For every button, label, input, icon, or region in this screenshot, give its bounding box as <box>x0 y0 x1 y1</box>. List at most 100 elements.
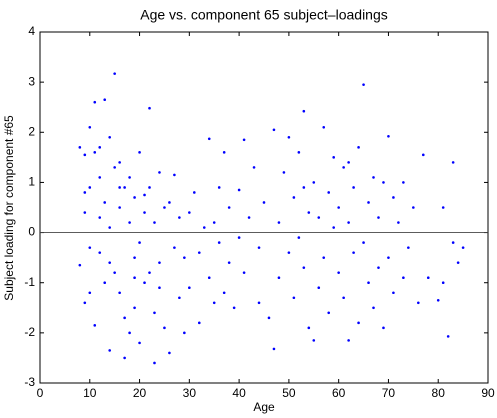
point <box>183 331 186 335</box>
point <box>217 241 221 244</box>
x-tick-label: 40 <box>232 386 246 400</box>
point <box>377 266 380 269</box>
point <box>148 271 151 274</box>
point <box>143 211 146 214</box>
point <box>347 221 350 224</box>
x-tick-label: 90 <box>481 386 495 400</box>
point <box>78 263 82 267</box>
x-tick-label: 70 <box>382 386 396 400</box>
point <box>133 306 136 310</box>
point <box>312 339 316 342</box>
point <box>158 261 161 264</box>
point <box>332 226 335 229</box>
point <box>292 196 296 199</box>
point <box>451 161 455 164</box>
point <box>118 291 121 295</box>
point <box>367 281 370 285</box>
point <box>402 276 405 280</box>
point <box>138 341 141 345</box>
point <box>267 316 271 320</box>
point <box>123 186 126 189</box>
point <box>347 161 350 164</box>
point <box>113 271 116 274</box>
point <box>322 125 326 129</box>
point <box>128 176 131 179</box>
point <box>227 206 231 209</box>
y-tick-label: -3 <box>24 375 35 389</box>
point <box>461 246 465 249</box>
point <box>362 241 365 244</box>
point <box>153 311 156 315</box>
point <box>108 136 111 139</box>
point <box>277 221 281 224</box>
point <box>93 151 97 154</box>
point <box>412 206 415 209</box>
y-tick-label: -2 <box>24 325 35 339</box>
point <box>173 173 176 177</box>
point <box>387 256 390 259</box>
point <box>133 196 136 199</box>
point <box>153 221 156 224</box>
x-tick-label: 80 <box>432 386 446 400</box>
x-tick-label: 0 <box>37 386 44 400</box>
point <box>397 221 400 224</box>
point <box>352 186 355 189</box>
point <box>207 137 211 141</box>
point <box>143 193 146 197</box>
point <box>133 256 136 259</box>
point <box>307 211 311 214</box>
y-tick-label: 3 <box>28 74 35 88</box>
point <box>242 271 246 274</box>
point <box>392 196 395 199</box>
point <box>78 146 82 149</box>
point <box>178 216 181 219</box>
point <box>212 301 216 305</box>
point <box>207 276 211 280</box>
point <box>332 156 335 159</box>
point <box>242 138 246 142</box>
point <box>88 186 92 189</box>
point <box>237 188 241 192</box>
point <box>357 321 360 325</box>
x-tick-label: 60 <box>332 386 346 400</box>
point <box>143 281 146 285</box>
chart-title: Age vs. component 65 subject–loadings <box>140 7 388 23</box>
point <box>247 216 251 219</box>
point <box>232 306 236 310</box>
point <box>222 291 226 295</box>
point <box>317 286 321 290</box>
point <box>217 186 221 189</box>
point <box>257 246 261 249</box>
x-tick-label: 50 <box>282 386 296 400</box>
point <box>93 100 97 104</box>
point <box>197 251 201 254</box>
point <box>402 181 405 184</box>
x-axis-label: Age <box>253 400 275 414</box>
point <box>148 186 151 189</box>
point <box>222 151 226 154</box>
point <box>168 351 171 355</box>
point <box>272 347 276 351</box>
point <box>83 191 87 194</box>
point <box>148 106 151 110</box>
point <box>188 286 191 290</box>
point <box>426 276 430 280</box>
point <box>436 298 440 302</box>
point <box>108 261 111 264</box>
point <box>392 291 395 295</box>
point <box>347 339 350 342</box>
point <box>183 256 186 259</box>
point <box>297 236 301 239</box>
point <box>342 296 345 300</box>
point <box>287 136 291 139</box>
point <box>451 241 455 244</box>
y-tick-label: 4 <box>28 24 35 38</box>
point <box>158 171 161 174</box>
point <box>118 186 121 189</box>
point <box>212 221 216 224</box>
point <box>337 271 340 274</box>
point <box>352 251 355 254</box>
point <box>456 261 460 264</box>
point <box>93 324 97 327</box>
point <box>317 216 321 219</box>
